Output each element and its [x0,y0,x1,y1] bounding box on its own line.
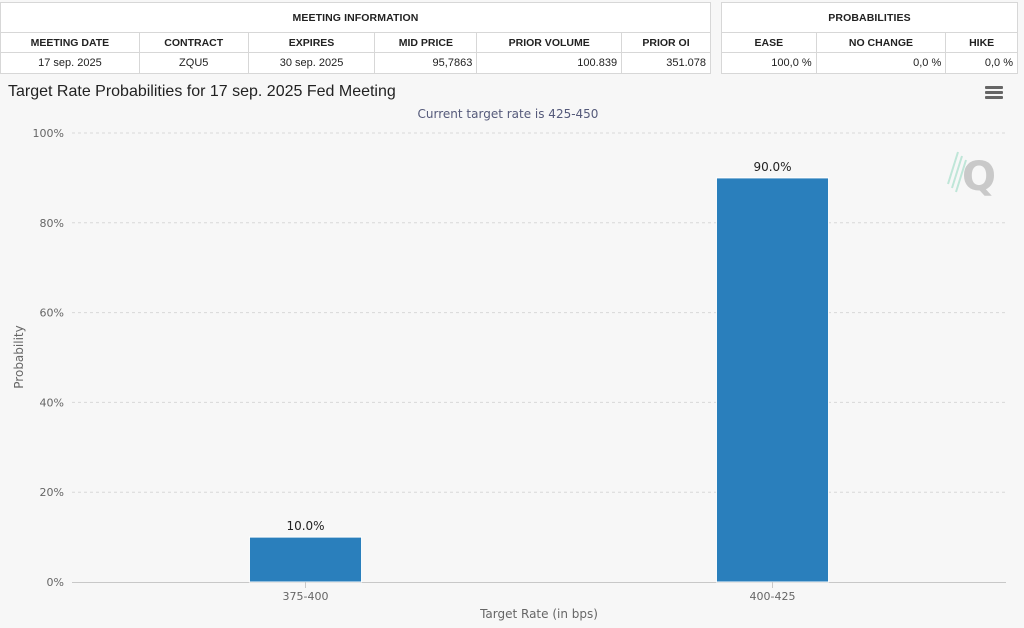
x-tick-label: 400-425 [750,590,796,603]
y-tick-label: 100% [33,127,64,140]
hamburger-menu-icon[interactable] [985,86,1003,100]
probabilities-table: PROBABILITIES EASE NO CHANGE HIKE 100,0 … [721,2,1018,74]
mid-price-value: 95,7863 [374,52,478,74]
meeting-information-table: MEETING INFORMATION MEETING DATE CONTRAC… [0,2,711,74]
chart-title: Target Rate Probabilities for 17 sep. 20… [8,83,396,100]
y-tick-label: 40% [40,396,64,409]
header-expires: EXPIRES [247,32,376,53]
y-axis-label: Probability [12,325,26,388]
bar-375-400[interactable] [248,536,363,583]
chart-container: Q Target Rate Probabilities for 17 sep. … [0,76,1024,628]
y-tick-label: 60% [40,307,64,320]
data-label: 90.0% [753,160,791,174]
prior-volume-value: 100.839 [476,52,623,74]
data-label: 10.0% [286,519,324,533]
table-row: 100,0 % 0,0 % 0,0 % [721,52,1018,74]
header-contract: CONTRACT [138,32,249,53]
header-ease: EASE [721,32,817,53]
bar-400-425[interactable] [715,177,830,583]
table-row: 17 sep. 2025 ZQU5 30 sep. 2025 95,7863 1… [0,52,711,74]
meeting-information-title: MEETING INFORMATION [0,2,711,33]
header-no-change: NO CHANGE [815,32,947,53]
header-hike: HIKE [945,32,1018,53]
header-prior-volume: PRIOR VOLUME [476,32,623,53]
y-tick-label: 0% [47,576,64,589]
meeting-date-value: 17 sep. 2025 [0,52,140,74]
header-mid-price: MID PRICE [374,32,478,53]
probabilities-title: PROBABILITIES [721,2,1018,33]
target-rate-bar-chart: Q Target Rate Probabilities for 17 sep. … [8,83,1006,621]
header-meeting-date: MEETING DATE [0,32,140,53]
y-tick-label: 20% [40,486,64,499]
contract-value: ZQU5 [138,52,249,74]
header-prior-oi: PRIOR OI [621,32,711,53]
no-change-value: 0,0 % [815,52,947,74]
x-axis-label: Target Rate (in bps) [479,607,598,621]
y-tick-label: 80% [40,217,64,230]
expires-value: 30 sep. 2025 [247,52,376,74]
quikstrike-q-logo-icon: Q [947,151,996,200]
prior-oi-value: 351.078 [621,52,711,74]
x-tick-label: 375-400 [283,590,329,603]
ease-value: 100,0 % [721,52,817,74]
chart-subtitle: Current target rate is 425-450 [418,107,599,121]
hike-value: 0,0 % [945,52,1018,74]
svg-text:Q: Q [962,154,996,200]
